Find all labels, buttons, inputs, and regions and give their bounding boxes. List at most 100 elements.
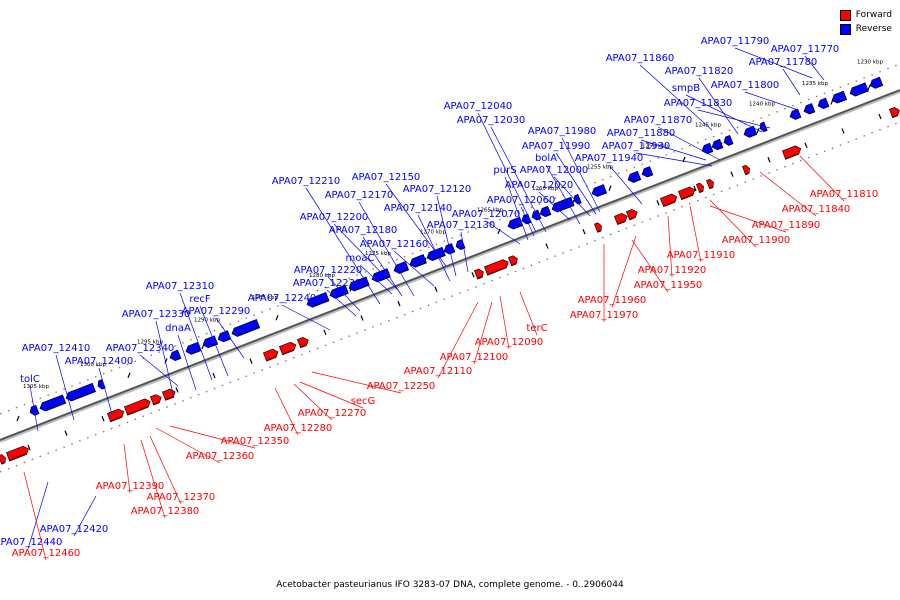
forward-guide-track — [0, 121, 900, 473]
reverse-gene-arrow-body — [573, 194, 582, 205]
forward-gene-label-leader — [437, 301, 479, 379]
axis-tick-lower — [175, 387, 179, 393]
genome-caption: Acetobacter pasteurianus IFO 3283-07 DNA… — [276, 580, 624, 590]
reverse-gene-arrow — [831, 90, 848, 104]
reverse-gene-label-leader — [460, 231, 469, 273]
forward-gene-arrow-shade — [709, 185, 714, 189]
forward-gene-arrow — [695, 182, 704, 194]
reverse-gene-arrow — [393, 261, 410, 274]
forward-gene-label-leader — [293, 383, 333, 421]
axis-tick-lower — [360, 315, 364, 321]
forward-gene-arrow-body — [741, 164, 750, 176]
forward-gene-arrow-body — [0, 454, 6, 465]
forward-gene-arrow — [483, 259, 509, 276]
reverse-gene-label-leader — [504, 176, 529, 241]
kbp-tick-label: 1250 kbp — [642, 143, 668, 149]
forward-gene-arrow — [296, 337, 309, 349]
forward-gene-arrow — [0, 454, 6, 465]
axis-tick-upper — [164, 358, 168, 364]
forward-gene-label: terC — [526, 323, 547, 334]
axis-tick-lower — [656, 200, 660, 206]
reverse-gene-arrow-shade — [823, 105, 829, 109]
reverse-gene-arrow-body — [849, 82, 869, 97]
reverse-gene-label: recF — [189, 294, 211, 305]
reverse-gene-arrow-body — [202, 335, 219, 349]
reverse-gene-label-leader — [804, 55, 825, 81]
reverse-gene-arrow — [817, 97, 830, 109]
forward-gene-arrow-shade — [663, 200, 677, 207]
reverse-gene-arrow — [507, 216, 524, 230]
reverse-gene-label: APA07_11860 — [606, 53, 675, 64]
forward-gene-arrow-shade — [1, 461, 6, 465]
forward-gene-arrow — [507, 255, 518, 267]
reverse-gene-arrow — [803, 103, 816, 115]
reverse-gene-arrow-body — [591, 184, 608, 197]
reverse-gene-label: APA07_12410 — [22, 343, 91, 354]
reverse-gene-label: APA07_12000 — [520, 165, 589, 176]
reverse-gene-arrow-body — [39, 394, 67, 412]
forward-gene-label-leader — [311, 371, 402, 394]
forward-gene-label-leader — [631, 239, 669, 293]
axis-tick-upper — [16, 415, 20, 422]
genome-axis — [0, 89, 900, 441]
axis-tick-upper — [497, 228, 501, 235]
reverse-gene-label: APA07_11870 — [624, 115, 693, 126]
forward-gene-arrow-shade — [511, 262, 518, 266]
reverse-gene-arrow-body — [759, 121, 768, 133]
reverse-gene-arrow-body — [169, 349, 182, 361]
forward-gene-label: APA07_11960 — [578, 295, 647, 306]
forward-gene-label-leader — [274, 387, 299, 436]
forward-gene-arrow-body — [483, 259, 509, 276]
forward-gene-arrow-shade — [597, 229, 602, 233]
forward-gene-label-leader — [799, 155, 845, 202]
axis-tick-lower — [767, 156, 771, 163]
reverse-gene-label: purS — [493, 165, 516, 176]
reverse-gene-label-leader — [98, 367, 113, 415]
forward-gene-label: APA07_11810 — [810, 189, 879, 200]
reverse-gene-arrow — [202, 335, 219, 349]
reverse-gene-label: APA07_12290 — [182, 306, 251, 317]
reverse-gene-arrow-body — [306, 292, 330, 308]
reverse-gene-label-leader — [561, 137, 601, 213]
reverse-gene-arrow — [591, 184, 608, 197]
reverse-gene-arrow — [409, 254, 427, 268]
reverse-gene-arrow — [573, 194, 582, 205]
kbp-tick-label: 1300 kbp — [80, 362, 106, 368]
reverse-gene-label-leader — [359, 264, 393, 295]
reverse-gene-arrow — [371, 268, 391, 283]
forward-gene-label: APA07_12390 — [96, 481, 165, 492]
forward-gene-arrow-shade — [266, 355, 278, 362]
reverse-gene-label-leader — [520, 206, 535, 237]
reverse-gene-label: APA07_11820 — [665, 66, 734, 77]
reverse-gene-label: APA07_12330 — [122, 309, 191, 320]
reverse-gene-arrow-body — [641, 166, 654, 178]
forward-gene-arrow-body — [278, 341, 297, 356]
kbp-tick-label: 1275 kbp — [365, 251, 391, 257]
forward-gene-arrow-body — [161, 388, 176, 401]
reverse-gene-label-leader — [305, 187, 381, 305]
axis-tick-lower — [323, 329, 327, 336]
reverse-gene-label-leader — [327, 276, 361, 312]
reverse-gene-label: APA07_11800 — [711, 80, 780, 91]
reverse-gene-label-leader — [697, 109, 771, 129]
forward-gene-arrow-body — [473, 268, 484, 280]
forward-gene-label: APA07_11910 — [667, 250, 736, 261]
kbp-tick-label: 1270 kbp — [420, 230, 446, 236]
reverse-gene-arrow — [789, 108, 802, 120]
reverse-gene-label-leader — [477, 112, 537, 233]
reverse-gene-arrow-shade — [647, 173, 653, 178]
forward-gene-arrow-body — [106, 408, 125, 423]
kbp-tick-label: 1230 kbp — [857, 60, 883, 66]
forward-gene-label-leader — [667, 215, 673, 278]
reverse-gene-label-leader — [640, 139, 707, 161]
forward-gene-arrow-shade — [617, 219, 627, 225]
reverse-gene-arrow — [329, 284, 349, 299]
axis-tick-lower — [693, 185, 697, 192]
forward-gene-label: APA07_12280 — [264, 423, 333, 434]
reverse-gene-label-leader — [362, 236, 403, 297]
forward-gene-label: APA07_12460 — [12, 548, 81, 559]
reverse-gene-arrow-body — [507, 216, 524, 230]
reverse-gene-arrow — [759, 121, 768, 133]
reverse-gene-label: APA07_12180 — [329, 225, 398, 236]
forward-gene-arrow — [781, 145, 802, 160]
